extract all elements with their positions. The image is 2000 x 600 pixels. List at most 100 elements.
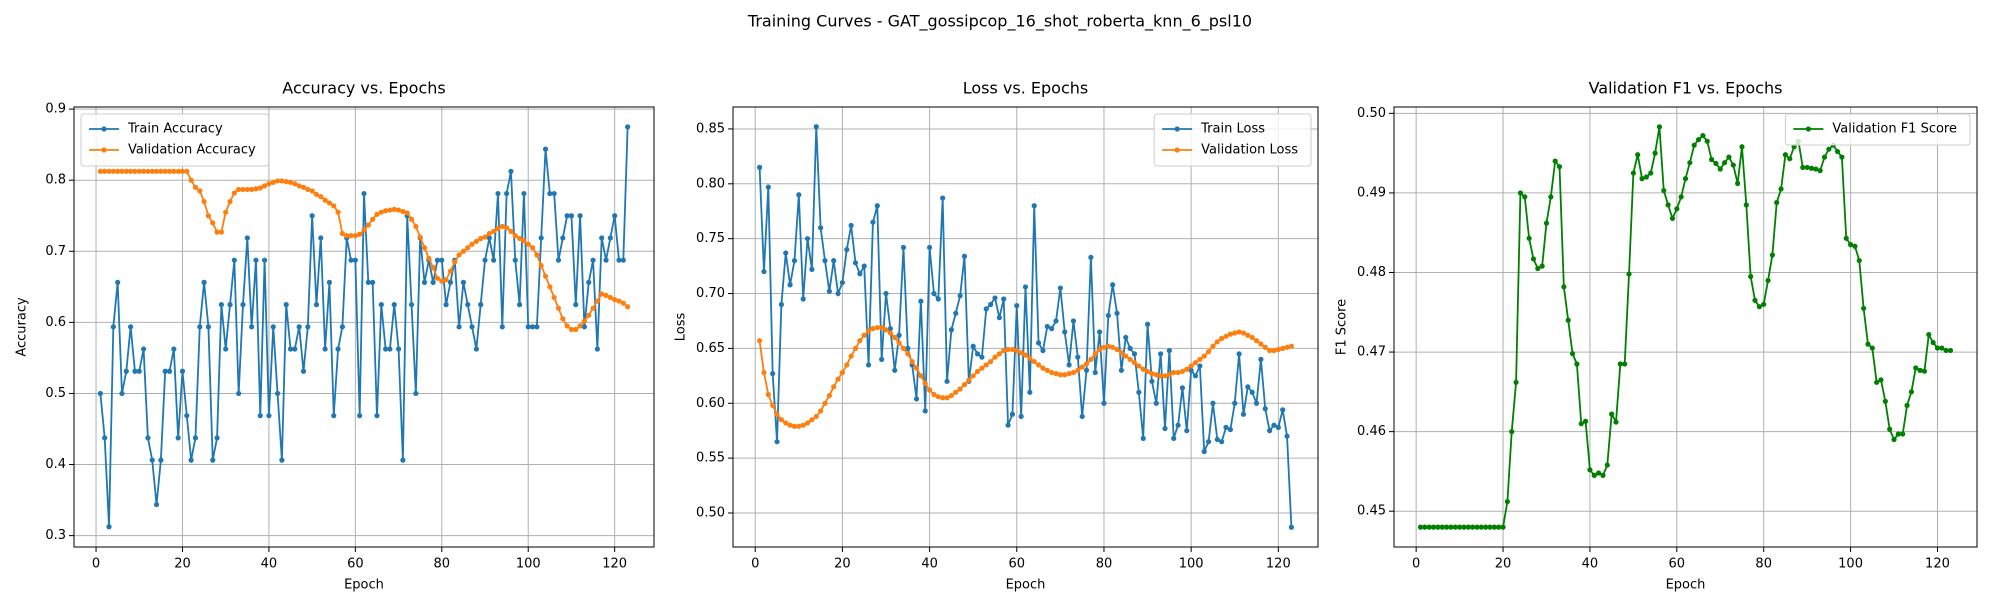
- plot-area: [97, 124, 631, 530]
- data-point: [590, 305, 596, 311]
- data-point: [996, 351, 1002, 357]
- legend-box: [80, 113, 270, 167]
- data-point: [1118, 367, 1125, 373]
- data-point: [542, 146, 549, 152]
- y-tick-label: 0.4: [45, 457, 66, 472]
- data-point: [983, 306, 989, 312]
- data-point: [988, 358, 994, 365]
- data-point: [171, 168, 177, 174]
- data-point: [1748, 273, 1754, 280]
- data-point: [1626, 271, 1632, 277]
- data-point: [184, 413, 190, 419]
- data-point: [326, 279, 333, 285]
- legend-marker: [1174, 147, 1180, 153]
- data-point: [787, 282, 793, 288]
- data-point: [796, 423, 802, 429]
- data-point: [249, 324, 255, 330]
- data-point: [478, 235, 484, 242]
- data-point: [861, 263, 867, 269]
- data-point: [123, 168, 129, 174]
- data-point: [599, 291, 605, 297]
- data-point: [166, 168, 173, 174]
- data-point: [1027, 355, 1033, 361]
- data-point: [857, 338, 863, 344]
- data-point: [1934, 345, 1941, 351]
- data-point: [620, 257, 626, 263]
- data-point: [158, 168, 164, 174]
- data-point: [106, 168, 112, 174]
- x-tick-label: 0: [92, 557, 100, 572]
- data-point: [318, 193, 324, 200]
- data-point: [1179, 368, 1186, 375]
- data-point: [357, 413, 363, 419]
- data-point: [465, 245, 471, 251]
- data-point: [1708, 156, 1715, 163]
- data-point: [831, 384, 837, 390]
- data-point: [162, 368, 168, 374]
- data-point: [547, 190, 553, 197]
- y-tick-label: 0.47: [1357, 345, 1386, 360]
- data-point: [1430, 524, 1437, 530]
- data-point: [1687, 160, 1693, 166]
- data-point: [1669, 215, 1676, 221]
- data-point: [525, 324, 531, 330]
- data-point: [988, 301, 994, 308]
- data-point: [331, 203, 337, 209]
- data-point: [1018, 350, 1024, 356]
- data-point: [1513, 379, 1519, 385]
- data-point: [961, 382, 968, 388]
- data-point: [1574, 361, 1580, 367]
- data-point: [1144, 321, 1151, 327]
- data-point: [1009, 411, 1016, 417]
- legend-label: Train Accuracy: [127, 122, 223, 137]
- data-point: [1175, 422, 1181, 428]
- legend-marker: [101, 147, 107, 153]
- data-point: [296, 324, 302, 330]
- x-tick-label: 100: [1838, 557, 1863, 572]
- data-point: [378, 302, 384, 308]
- data-point: [179, 368, 186, 374]
- data-point: [504, 225, 510, 231]
- data-point: [1236, 329, 1242, 335]
- data-point: [318, 235, 324, 241]
- data-point: [765, 391, 771, 398]
- data-point: [1227, 426, 1233, 433]
- data-point: [214, 435, 220, 441]
- data-point: [1704, 138, 1710, 144]
- data-point: [1105, 312, 1111, 319]
- data-point: [900, 244, 907, 251]
- x-tick-label: 60: [347, 557, 364, 572]
- data-point: [1249, 389, 1255, 395]
- data-point: [106, 524, 112, 530]
- data-point: [473, 238, 479, 244]
- data-point: [132, 368, 138, 374]
- x-tick-label: 0: [1412, 557, 1420, 572]
- data-point: [870, 326, 876, 332]
- data-point: [305, 324, 311, 330]
- axis-title: Epoch: [1006, 578, 1046, 593]
- data-point: [1144, 368, 1151, 375]
- data-point: [115, 168, 121, 174]
- y-tick-label: 0.55: [696, 451, 725, 466]
- data-point: [1005, 422, 1011, 428]
- data-point: [110, 324, 116, 330]
- data-point: [1691, 142, 1697, 148]
- x-tick-label: 20: [834, 557, 851, 572]
- data-point: [1565, 317, 1571, 323]
- data-point: [136, 168, 142, 174]
- data-point: [935, 394, 941, 400]
- data-point: [205, 324, 212, 330]
- data-point: [839, 369, 846, 376]
- data-point: [404, 210, 410, 216]
- data-point: [625, 304, 631, 310]
- data-point: [818, 225, 824, 231]
- data-point: [1014, 347, 1020, 354]
- data-point: [922, 408, 928, 414]
- data-point: [874, 324, 880, 331]
- axes-frame: [1393, 106, 1978, 548]
- data-point: [551, 190, 557, 197]
- data-point: [1083, 361, 1090, 367]
- data-point: [162, 168, 168, 174]
- data-point: [625, 124, 631, 130]
- data-point: [1878, 377, 1884, 383]
